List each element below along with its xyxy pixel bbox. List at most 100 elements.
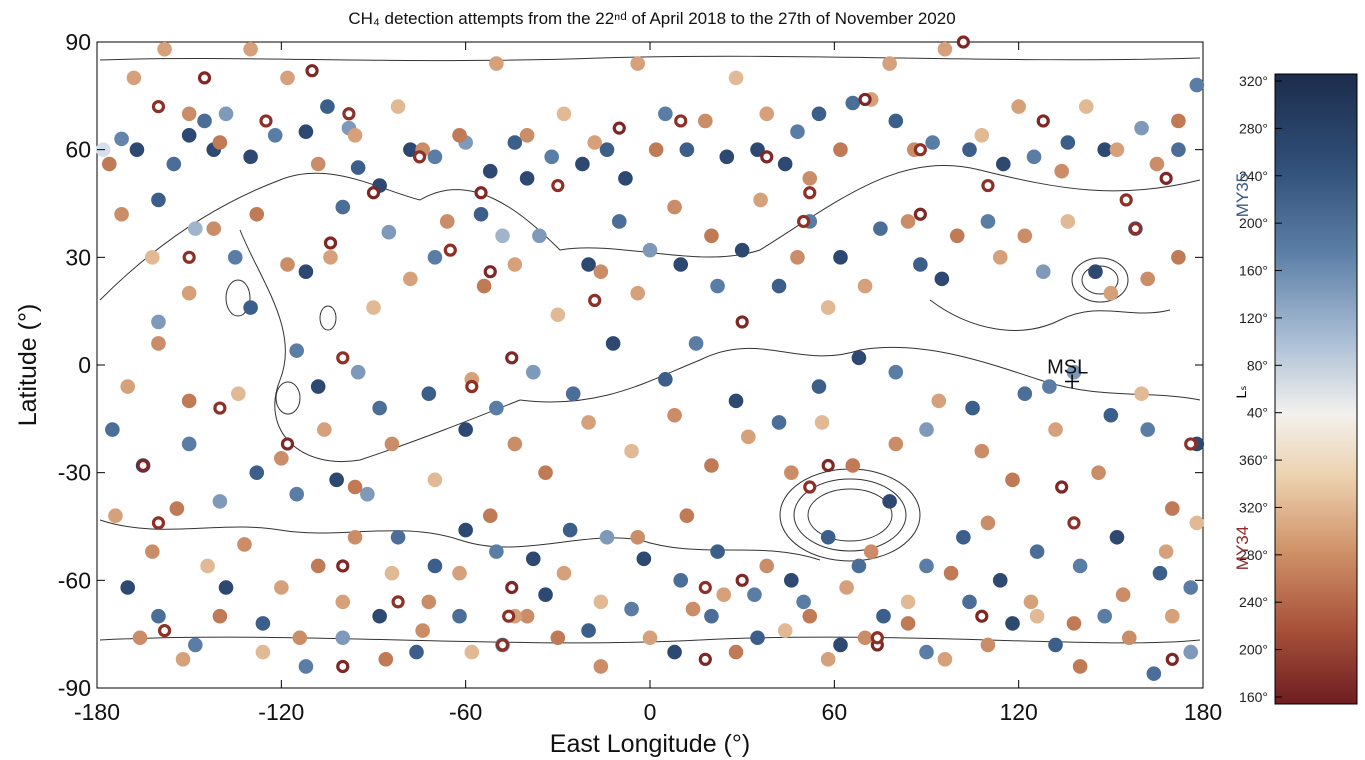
data-point-open — [870, 631, 884, 645]
data-point — [452, 565, 467, 581]
data-point — [1189, 515, 1205, 531]
data-point — [532, 228, 547, 244]
data-point — [458, 422, 473, 437]
colorbar-tick-label: 320° — [1239, 73, 1268, 89]
y-tick-label: -30 — [58, 460, 91, 486]
data-point — [888, 364, 904, 380]
data-point — [120, 379, 136, 394]
data-point — [784, 573, 799, 588]
data-point — [421, 594, 437, 610]
data-point — [495, 228, 510, 244]
data-point — [427, 558, 443, 574]
data-point — [937, 41, 953, 57]
data-point — [482, 163, 498, 179]
data-point-open — [151, 516, 166, 530]
data-point — [105, 422, 120, 437]
data-point — [820, 300, 836, 315]
data-point — [1017, 228, 1033, 244]
data-point — [937, 651, 953, 667]
data-point — [1048, 637, 1063, 653]
data-point — [114, 206, 129, 222]
data-point — [667, 199, 682, 215]
data-point — [900, 214, 916, 229]
data-point — [704, 608, 719, 624]
data-point — [1029, 544, 1045, 559]
data-point — [1097, 608, 1112, 624]
data-point — [390, 529, 406, 545]
data-point — [581, 415, 596, 430]
data-point — [347, 479, 363, 495]
data-point — [784, 465, 799, 480]
data-point-open — [151, 99, 166, 114]
data-point — [538, 587, 553, 602]
data-point — [231, 386, 246, 402]
data-point — [197, 113, 212, 129]
data-point — [188, 637, 203, 653]
y-tick-label: 30 — [65, 244, 91, 270]
data-point-open — [803, 480, 817, 494]
data-point — [114, 131, 129, 147]
data-point — [366, 300, 381, 315]
chart-title: CH₄ detection attempts from the 22ⁿᵈ of … — [348, 9, 955, 28]
data-point-open — [913, 143, 927, 157]
data-point — [427, 149, 443, 165]
data-point — [863, 544, 879, 559]
data-point — [790, 250, 805, 265]
data-point — [320, 99, 335, 114]
data-point — [1164, 608, 1180, 624]
data-point — [310, 379, 326, 394]
data-point — [876, 608, 891, 624]
data-point — [1072, 659, 1088, 674]
data-point-open — [913, 207, 927, 221]
data-point — [1140, 422, 1155, 437]
contour-line — [929, 299, 1171, 331]
data-point — [965, 400, 980, 416]
data-point — [962, 142, 977, 157]
data-point — [624, 601, 639, 617]
data-point-open — [698, 580, 712, 595]
data-point — [157, 41, 172, 57]
data-point-open — [1055, 480, 1069, 494]
data-point-open — [674, 114, 688, 128]
data-point — [716, 587, 732, 602]
data-point — [335, 199, 351, 215]
data-point — [888, 436, 904, 452]
x-tick-label: 120 — [999, 699, 1037, 725]
colorbar-tick-label: 280° — [1239, 120, 1268, 136]
data-point — [719, 149, 735, 165]
colorbar-lower-label: MY34 — [1233, 526, 1252, 570]
data-point — [728, 393, 744, 409]
data-point — [759, 558, 775, 574]
y-tick-label: 0 — [78, 352, 91, 378]
colorbar-tick-label: 200° — [1239, 215, 1268, 231]
y-tick-label: -90 — [58, 675, 91, 701]
data-point-open — [858, 92, 872, 107]
data-point — [750, 630, 765, 646]
data-point — [108, 508, 123, 524]
data-point — [1109, 529, 1125, 545]
contour-ring — [225, 279, 251, 317]
data-point — [593, 659, 609, 674]
data-point-open — [366, 186, 381, 200]
colorbar-ticks: 320° 280° 240° 200° 160° 120° 80° 40° 360° 320° 28… — [1239, 73, 1282, 705]
data-point — [507, 135, 523, 150]
data-point — [630, 56, 646, 71]
data-point — [562, 522, 578, 538]
data-point-open — [698, 652, 712, 666]
data-point-open — [760, 150, 774, 164]
data-point — [658, 372, 673, 387]
data-point — [581, 623, 596, 638]
data-point — [710, 544, 725, 559]
x-axis-label: East Longitude (°) — [550, 730, 750, 758]
data-point — [372, 400, 387, 416]
data-point — [1017, 386, 1033, 402]
data-point-open — [1159, 171, 1173, 185]
data-point — [381, 224, 397, 240]
x-tick-label: -60 — [449, 699, 482, 725]
data-point — [452, 128, 467, 143]
data-point — [439, 214, 455, 229]
data-point — [575, 156, 590, 172]
msl-marker: MSL — [1047, 357, 1088, 389]
data-point-open — [474, 186, 488, 200]
